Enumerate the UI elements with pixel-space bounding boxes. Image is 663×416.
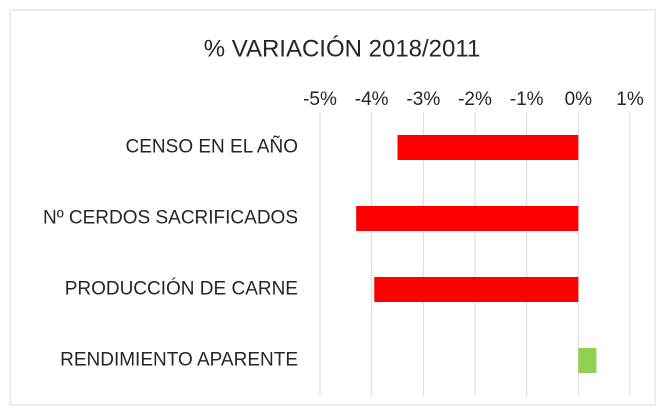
bar — [356, 206, 579, 231]
x-tick-label: -3% — [406, 89, 440, 110]
y-tick-label: PRODUCCIÓN DE CARNE — [65, 278, 298, 300]
x-tick-label: 1% — [616, 89, 644, 110]
x-tick-label: -5% — [303, 89, 337, 110]
x-tick-label: -2% — [458, 89, 492, 110]
x-tick-label: -4% — [355, 89, 389, 110]
bar — [397, 135, 579, 160]
x-tick-label: -1% — [510, 89, 544, 110]
y-tick-label: CENSO EN EL AÑO — [126, 136, 298, 158]
bar — [578, 348, 597, 373]
bar — [374, 277, 579, 302]
x-tick-label: 0% — [565, 89, 593, 110]
y-tick-label: RENDIMIENTO APARENTE — [60, 350, 298, 371]
y-tick-label: Nº CERDOS SACRIFICADOS — [43, 208, 298, 229]
chart-title: % VARIACIÓN 2018/2011 — [204, 35, 481, 62]
